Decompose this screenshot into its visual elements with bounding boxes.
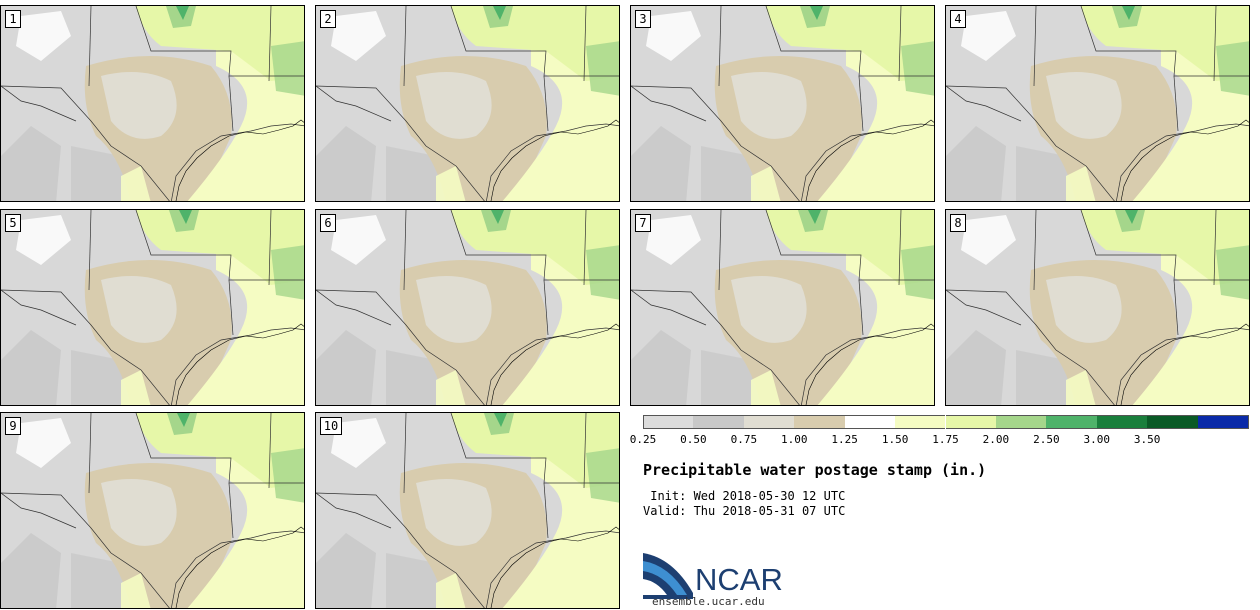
colorbar-tick-label: 0.25 [629, 433, 657, 446]
panel-number: 4 [950, 10, 966, 28]
panel-number: 8 [950, 214, 966, 232]
colorbar-tick-label: 2.50 [1033, 433, 1060, 446]
stamp-panel: 9 [0, 412, 305, 609]
colorbar-segment [794, 415, 845, 429]
stamp-panel: 10 [315, 412, 620, 609]
panel-number: 5 [5, 214, 21, 232]
site-url: ensemble.ucar.edu [652, 595, 765, 608]
colorbar-segment [945, 415, 996, 429]
chart-title: Precipitable water postage stamp (in.) [643, 461, 987, 479]
colorbar-segment [1147, 415, 1198, 429]
colorbar-segment [1046, 415, 1097, 429]
stamp-panel: 2 [315, 5, 620, 202]
colorbar-segment [895, 415, 946, 429]
stamp-panel: 8 [945, 209, 1250, 406]
colorbar-tick-label: 1.50 [881, 433, 909, 446]
colorbar-segment [743, 415, 795, 429]
panel-number: 9 [5, 417, 21, 435]
colorbar-tick-label: 0.75 [730, 433, 758, 446]
init-time: Init: Wed 2018-05-30 12 UTC [643, 489, 846, 503]
colorbar-segment [1096, 415, 1148, 429]
colorbar-segment [643, 415, 695, 429]
stamp-panel: 5 [0, 209, 305, 406]
colorbar-segment [995, 415, 1047, 429]
colorbar-tick-label: 1.25 [831, 433, 858, 446]
stamp-panel: 1 [0, 5, 305, 202]
panel-number: 6 [320, 214, 336, 232]
stamp-panel: 7 [630, 209, 935, 406]
colorbar-tick-label: 3.50 [1133, 433, 1161, 446]
colorbar-segment [844, 415, 896, 429]
ncar-logo [643, 553, 693, 599]
colorbar-segment [693, 415, 744, 429]
panel-number: 7 [635, 214, 651, 232]
colorbar-tick-label: 1.00 [781, 433, 808, 446]
stamp-panel: 3 [630, 5, 935, 202]
logo-wordmark: NCAR [695, 562, 783, 597]
colorbar [643, 415, 1249, 429]
colorbar-tick-label: 2.00 [982, 433, 1010, 446]
colorbar-tick-label: 0.50 [680, 433, 707, 446]
panel-number: 10 [320, 417, 342, 435]
panel-number: 1 [5, 10, 21, 28]
stamp-panel: 4 [945, 5, 1250, 202]
colorbar-tick-label: 3.00 [1083, 433, 1111, 446]
colorbar-segment [1197, 415, 1249, 429]
panel-number: 2 [320, 10, 336, 28]
colorbar-tick-label: 1.75 [932, 433, 959, 446]
stamp-panel: 6 [315, 209, 620, 406]
valid-time: Valid: Thu 2018-05-31 07 UTC [643, 504, 846, 518]
panel-number: 3 [635, 10, 651, 28]
